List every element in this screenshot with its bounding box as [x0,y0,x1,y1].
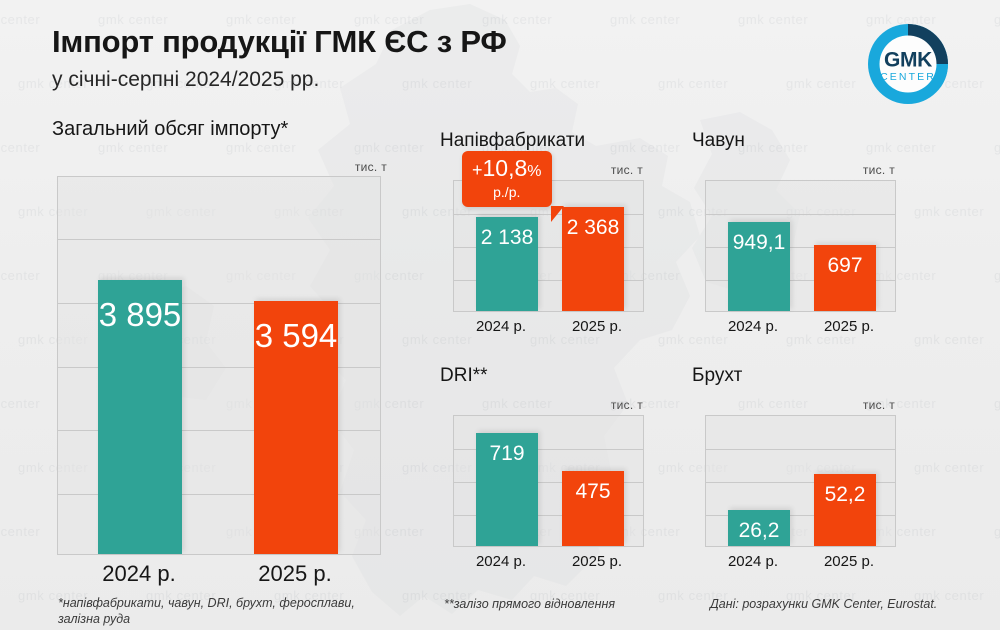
watermark-text: gmk center [914,204,985,219]
x-label-dri-2024: 2024 р. [475,553,527,570]
bar-dri-2024-value: 719 [489,442,525,465]
gridline [706,515,895,516]
gridline [706,482,895,483]
footnote-asterisk: *напівфабрикати, чавун, DRI, брухт, феро… [58,596,355,626]
gridline [454,247,643,248]
chart-pig-iron-unit: тис. т [862,163,895,177]
watermark-text: gmk center [914,332,985,347]
bar-scrap-2025-value: 52,2 [824,483,866,506]
bar-total-2025: 3 594 [254,301,338,554]
gridline [58,367,380,368]
growth-badge-semi: +10,8% р./р. [462,151,564,222]
gridline [706,280,895,281]
svg-text:GMK: GMK [884,49,932,72]
chart-scrap: Брухт тис. т 26,2 52,2 2024 р. 2025 р. [692,365,898,580]
x-label-total-2025: 2025 р. [258,561,332,586]
page-title: Імпорт продукції ГМК ЄС з РФ [52,24,507,59]
bar-scrap-2024-value: 26,2 [738,519,780,542]
chart-scrap-plot-area: 26,2 52,2 [705,415,896,547]
watermark-text: gmk center [402,76,473,91]
gridline [706,449,895,450]
watermark-text: gmk center [994,396,1000,411]
gridline [454,214,643,215]
chart-dri-title: DRI** [440,365,488,386]
gridline [454,515,643,516]
gridline [58,303,380,304]
bar-semi-2024: 2 138 [476,217,538,311]
bar-dri-2025: 475 [562,471,624,546]
watermark-text: gmk center [994,12,1000,27]
watermark-text: gmk center [994,524,1000,539]
gridline [706,214,895,215]
watermark-text: gmk center [0,396,41,411]
watermark-text: gmk center [610,12,681,27]
chart-pig-iron: Чавун тис. т 949,1 697 2024 р. 2025 р. [692,130,898,345]
bar-scrap-2025: 52,2 [814,474,876,546]
growth-badge-period: р./р. [493,184,521,200]
gridline [454,449,643,450]
bar-total-2024-value: 3 895 [98,296,182,333]
watermark-text: gmk center [0,140,41,155]
gridline [454,280,643,281]
chart-total-plot-area: 3 895 3 594 [57,176,381,555]
chart-pig-iron-plot-area: 949,1 697 [705,180,896,312]
bar-dri-2025-value: 475 [575,480,611,503]
chart-dri-unit: тис. т [610,398,643,412]
gmk-center-logo: GMK CENTER [866,22,950,106]
bar-semi-2024-value: 2 138 [480,226,534,249]
gridline [706,247,895,248]
x-label-semi-2025: 2025 р. [571,318,623,335]
x-label-semi-2024: 2024 р. [475,318,527,335]
chart-dri-plot-area: 719 475 [453,415,644,547]
chart-dri: DRI** тис. т 719 475 2024 р. 2025 р. [440,365,646,580]
watermark-text: gmk center [994,140,1000,155]
bar-total-2025-value: 3 594 [254,317,338,354]
x-label-dri-2025: 2025 р. [571,553,623,570]
watermark-text: gmk center [0,268,41,283]
bar-pig-iron-2025: 697 [814,245,876,311]
bar-pig-iron-2025-value: 697 [827,254,863,277]
chart-scrap-title: Брухт [692,365,743,386]
chart-total-import: Загальний обсяг імпорту* тис. т 3 895 3 … [52,118,387,588]
watermark-text: gmk center [658,76,729,91]
watermark-text: gmk center [994,268,1000,283]
gridline [58,239,380,240]
bar-scrap-2024: 26,2 [728,510,790,546]
x-label-scrap-2025: 2025 р. [823,553,875,570]
gridline [58,430,380,431]
chart-total-unit: тис. т [354,160,387,174]
growth-badge-tail [550,206,564,222]
bar-semi-2025: 2 368 [562,207,624,311]
gridline [454,482,643,483]
watermark-text: gmk center [738,12,809,27]
watermark-text: gmk center [914,460,985,475]
footnote-source: Дані: розрахунки GMK Center, Eurostat. [710,597,938,611]
chart-scrap-unit: тис. т [862,398,895,412]
chart-semi-finished: Напівфабрикати тис. т 2 138 2 368 +10,8%… [440,130,646,345]
chart-total-title: Загальний обсяг імпорту* [52,118,289,140]
watermark-text: gmk center [0,524,41,539]
bar-pig-iron-2024: 949,1 [728,222,790,311]
growth-badge-percent: +10,8% [472,155,542,181]
watermark-text: gmk center [0,12,41,27]
watermark-text: gmk center [530,76,601,91]
svg-text:CENTER: CENTER [880,71,936,83]
x-label-scrap-2024: 2024 р. [727,553,779,570]
footnote-double-asterisk: **залізо прямого відновлення [444,597,616,611]
chart-semi-finished-title: Напівфабрикати [440,130,586,151]
watermark-text: gmk center [786,76,857,91]
gridline [58,494,380,495]
page-subtitle: у січні-серпні 2024/2025 рр. [52,68,320,91]
chart-semi-finished-unit: тис. т [610,163,643,177]
bar-total-2024: 3 895 [98,280,182,554]
bar-dri-2024: 719 [476,433,538,546]
chart-pig-iron-title: Чавун [692,130,745,151]
x-label-pig-iron-2025: 2025 р. [823,318,875,335]
x-label-total-2024: 2024 р. [102,561,176,586]
bar-pig-iron-2024-value: 949,1 [732,231,786,254]
bar-semi-2025-value: 2 368 [566,216,620,239]
x-label-pig-iron-2024: 2024 р. [727,318,779,335]
